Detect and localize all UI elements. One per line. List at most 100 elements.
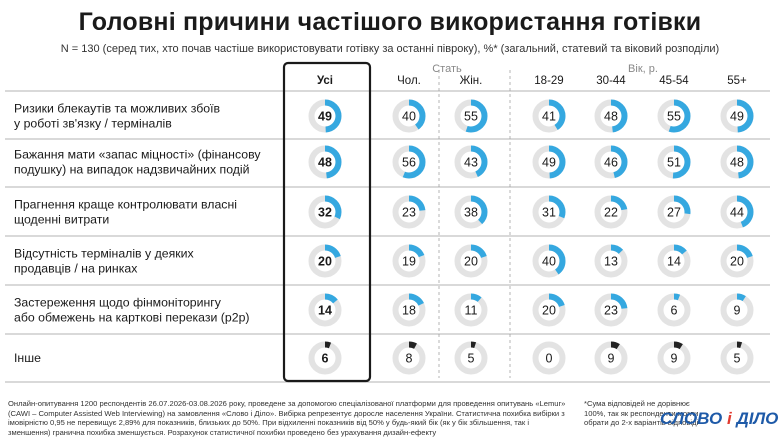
value-label-r5-c2: 18 [402,304,416,318]
donut-arc-r4-c3 [454,244,488,278]
donut-arc-r5-c2 [392,293,426,327]
donut-arc-r4-c2 [392,244,426,278]
value-label-r5-c4: 20 [542,304,556,318]
donut-arc-r5-c4 [532,293,566,327]
value-label-r1-c5: 48 [604,110,618,124]
donut-arc-r5-c1 [308,293,342,327]
donut-arc-r5-c3 [454,293,488,327]
value-label-r2-c1: 48 [318,156,332,170]
donut-arc-r1-c5 [594,99,628,133]
value-label-r5-c5: 23 [604,304,618,318]
row-label-5-line-1: Застереження щодо фінмоніторингу [14,296,222,310]
donut-arc-r2-c6 [657,145,691,179]
donut-arc-r1-c7 [720,99,754,133]
donut-arc-r3-c6 [657,195,691,229]
value-label-r1-c7: 49 [730,110,744,124]
row-label-3-line-2: щоденні витрати [14,213,109,227]
row-label-2-line-2: подушку) на випадок надзвичайних подій [14,163,250,177]
row-label-2-line-1: Бажання мати «запас міцності» (фінансову [14,148,261,162]
value-label-r5-c7: 9 [734,304,741,318]
value-label-r1-c4: 41 [542,110,556,124]
value-label-r3-c7: 44 [730,206,744,220]
value-label-r3-c3: 38 [464,206,478,220]
logo-word-2: ДІЛО [736,409,779,428]
value-label-r3-c2: 23 [402,206,416,220]
donut-arc-r4-c7 [720,244,754,278]
value-label-r1-c2: 40 [402,110,416,124]
column-header-6: 45-54 [659,75,689,87]
value-label-r4-c1: 20 [318,255,332,269]
value-label-r6-c2: 8 [406,352,413,366]
donut-arc-r3-c7 [720,195,754,229]
donut-table-chart: Стать Вік, р.Усі Чол. Жін. 18-29 30-44 45-54 55… [5,61,770,383]
row-label-1-line-1: Ризики блекаутів та можливих збоїв [14,102,220,116]
value-label-r4-c7: 20 [730,255,744,269]
donut-arc-r6-c6 [657,341,691,375]
donut-arc-r6-c2 [392,341,426,375]
donut-arc-r4-c6 [657,244,691,278]
logo-word-1: СЛОВО [660,409,723,428]
value-label-r1-c1: 49 [318,110,332,124]
value-label-r5-c3: 11 [465,304,478,318]
value-label-r4-c5: 13 [604,255,618,269]
donut-arc-r5-c7 [720,293,754,327]
total-column-frame [282,61,372,383]
value-label-r6-c6: 9 [671,352,678,366]
chart-subtitle: N = 130 (серед тих, хто почав частіше ви… [60,43,720,55]
donut-arc-r3-c3 [454,195,488,229]
value-label-r4-c6: 14 [667,255,681,269]
value-label-r6-c5: 9 [608,352,615,366]
row-label-6-line-1: Інше [14,351,41,365]
donut-arc-r5-c6 [657,293,691,327]
column-header-1: Усі [317,75,333,87]
value-label-r3-c1: 32 [318,206,332,220]
value-label-r6-c3: 5 [468,352,475,366]
donut-arc-r2-c3 [454,145,488,179]
column-header-4: 18-29 [534,75,563,87]
donut-arc-r6-c5 [594,341,628,375]
donut-arc-r2-c4 [532,145,566,179]
row-label-5-line-2: або обмежень на карткові перекази (р2р) [14,311,250,325]
donut-arc-r4-c5 [594,244,628,278]
row-label-1-line-2: у роботі зв'язку / терміналів [14,117,172,131]
column-header-5: 30-44 [596,75,626,87]
group-label-age: Вік, р. [628,63,658,75]
donut-arc-r6-c7 [720,341,754,375]
donut-arc-r5-c5 [594,293,628,327]
value-label-r2-c6: 51 [667,156,681,170]
value-label-r6-c1: 6 [322,352,329,366]
value-label-r6-c4: 0 [546,352,553,366]
methodology-footnote: Онлайн-опитування 1200 респондентів 26.0… [8,399,566,437]
donut-arc-r2-c5 [594,145,628,179]
value-label-r4-c3: 20 [464,255,478,269]
sum-footnote: *Сума відповідей не дорівнює 100%, так я… [584,399,699,428]
value-label-r2-c4: 49 [542,156,556,170]
donut-arc-r1-c1 [308,99,342,133]
donut-arc-r3-c1 [308,195,342,229]
group-label-sex: Стать [432,63,462,75]
value-label-r2-c2: 56 [402,156,416,170]
donut-arc-r6-c1 [308,341,342,375]
column-header-2: Чол. [397,75,421,87]
value-label-r1-c6: 55 [667,110,681,124]
value-label-r5-c6: 6 [671,304,678,318]
value-label-r2-c5: 46 [604,156,618,170]
value-label-r1-c3: 55 [464,110,478,124]
value-label-r4-c2: 19 [402,255,416,269]
donut-arc-r2-c7 [720,145,754,179]
value-label-r3-c5: 22 [604,206,618,220]
value-label-r3-c6: 27 [667,206,681,220]
donut-arc-r1-c4 [532,99,566,133]
donut-arc-r3-c2 [392,195,426,229]
donut-track-r6-c4 [532,341,566,375]
donut-arc-r2-c2 [392,145,426,179]
row-label-4-line-1: Відсутність терміналів у деяких [14,247,194,261]
column-header-3: Жін. [460,75,483,87]
value-label-r2-c3: 43 [464,156,478,170]
value-label-r6-c7: 5 [734,352,741,366]
value-label-r5-c1: 14 [318,304,332,318]
value-label-r2-c7: 48 [730,156,744,170]
donut-arc-r1-c2 [392,99,426,133]
row-label-3-line-1: Прагнення краще контролювати власні [14,198,237,212]
donut-arc-r4-c1 [308,244,342,278]
